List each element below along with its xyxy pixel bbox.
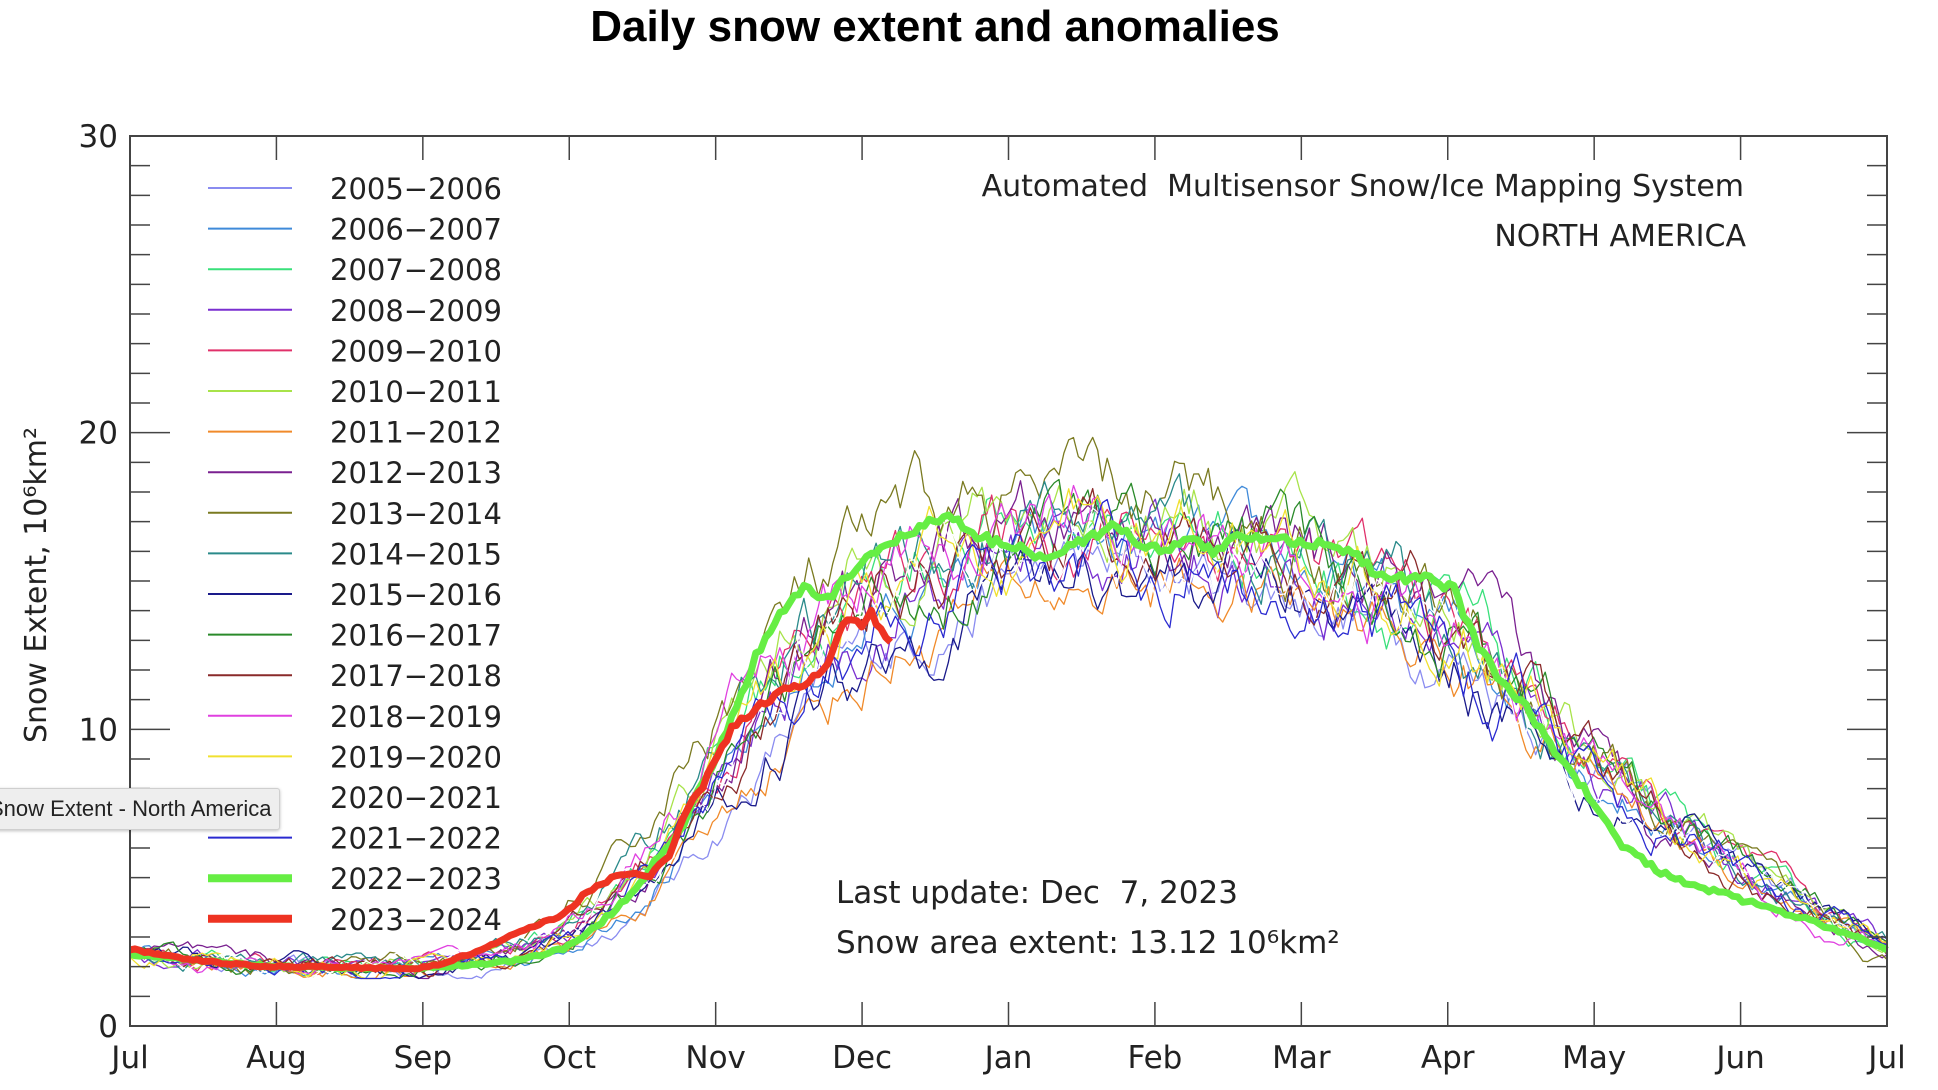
y-tick-label: 30 [79,119,118,155]
legend-label: 2009−2010 [330,334,502,368]
legend-label: 2010−2011 [330,375,502,409]
x-tick-label: Dec [832,1040,892,1076]
legend-label: 2008−2009 [330,294,502,328]
legend-label: 2005−2006 [330,172,502,206]
snow-area-extent-annotation: Snow area extent: 13.12 10⁶km² [836,925,1340,961]
axes-layer: 0 10 20 30 Jul Aug Sep Oct Nov Dec Jan Feb Mar Apr May… [79,119,1906,1076]
legend-label: 2021−2022 [330,822,502,856]
x-tick-label: Mar [1272,1040,1331,1076]
legend-label: 2023−2024 [330,903,502,937]
x-tick-label: Apr [1421,1040,1475,1076]
last-update-annotation: Last update: Dec 7, 2023 [836,875,1238,911]
x-tick-label: Jul [109,1040,148,1076]
legend-label: 2014−2015 [330,537,502,571]
legend-label: 2012−2013 [330,456,502,490]
x-tick-label: Jun [1714,1040,1764,1076]
series-line [129,484,1888,975]
tooltip: Snow Extent - North America [0,788,281,830]
legend-label: 2013−2014 [330,497,502,531]
series-layer [128,436,1889,980]
legend: 2005−2006 2006−2007 2007−2008 2008−2009 2009… [208,172,502,937]
chart-title: Automated Multisensor Snow/Ice Mapping S… [982,169,1744,204]
x-tick-label: May [1562,1040,1626,1076]
legend-label: 2017−2018 [330,659,502,693]
chart-subtitle: NORTH AMERICA [1494,219,1746,254]
legend-label: 2022−2023 [330,862,502,896]
x-tick-label: Feb [1127,1040,1182,1076]
series-line [129,480,1888,980]
y-tick-label: 20 [79,416,118,452]
x-tick-label: Aug [246,1040,307,1076]
legend-label: 2019−2020 [330,740,502,774]
legend-label: 2007−2008 [330,253,502,287]
series-line [129,529,1888,980]
series-line [129,488,1888,980]
y-tick-label: 10 [79,712,118,748]
x-tick-label: Jan [983,1040,1033,1076]
x-tick-label: Jul [1866,1040,1905,1076]
y-tick-label: 0 [98,1009,118,1045]
legend-label: 2015−2016 [330,578,502,612]
legend-label: 2016−2017 [330,619,502,653]
y-axis-label: Snow Extent, 10⁶km² [19,427,54,743]
x-tick-label: Nov [685,1040,746,1076]
x-tick-label: Sep [394,1040,452,1076]
legend-label: 2018−2019 [330,700,502,734]
page-title: Daily snow extent and anomalies [590,2,1280,51]
legend-label: 2011−2012 [330,416,502,450]
legend-label: 2006−2007 [330,213,502,247]
series-line [129,606,894,973]
x-tick-label: Oct [542,1040,596,1076]
legend-label: 2020−2021 [330,781,502,815]
